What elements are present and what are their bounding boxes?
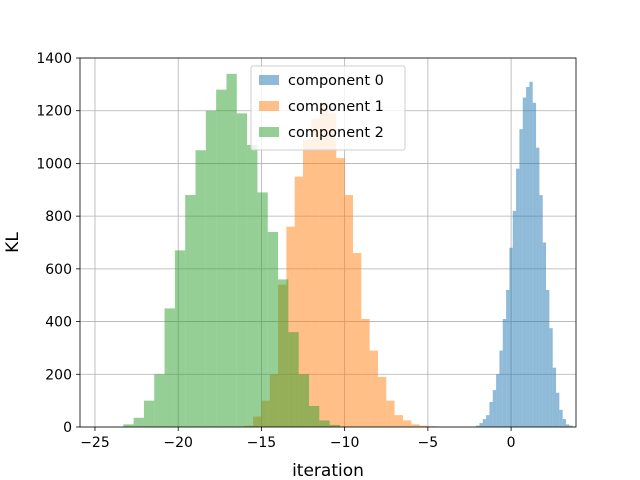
histogram-bar [216, 89, 227, 427]
histogram-bar [247, 144, 258, 427]
legend-label: component 2 [288, 125, 384, 141]
series-0-bars [476, 81, 573, 428]
histogram-bar [195, 150, 206, 427]
histogram-bar [402, 420, 412, 427]
histogram-bar [549, 328, 553, 427]
histogram-bar [522, 97, 527, 428]
x-tick-label: −20 [163, 435, 193, 451]
y-tick-label: 0 [63, 420, 72, 436]
histogram-bar [519, 129, 523, 427]
histogram-bar [476, 425, 480, 427]
histogram-bar [205, 110, 217, 427]
histogram-bar [559, 409, 563, 427]
histogram-bar [226, 73, 237, 428]
histogram-bar [509, 247, 513, 427]
histogram-bar [502, 318, 507, 427]
histogram-bar [319, 102, 328, 428]
histogram-bar [257, 192, 268, 427]
histogram-bar [328, 113, 337, 427]
x-axis-label: iteration [292, 461, 364, 480]
legend-swatch [259, 75, 279, 85]
histogram-bar [486, 415, 490, 427]
y-tick-label: 1000 [36, 156, 72, 172]
histogram-bar [526, 86, 530, 427]
histogram-bar [489, 401, 493, 427]
histogram-bar [174, 250, 186, 427]
legend-label: component 1 [288, 99, 384, 115]
x-tick-label: −25 [80, 435, 110, 451]
histogram-bars [123, 73, 573, 428]
histogram-bar [411, 424, 420, 427]
histogram-bar [288, 332, 299, 427]
histogram-bar [352, 253, 362, 427]
histogram-bar [303, 139, 312, 427]
histogram-bar [267, 231, 279, 427]
histogram-bar [386, 400, 395, 427]
histogram-bar [185, 195, 196, 427]
series-2-bars [123, 73, 340, 428]
histogram-bar [143, 400, 155, 427]
histogram-bar [566, 424, 570, 427]
histogram-bar [294, 176, 304, 427]
histogram-bar [123, 424, 134, 427]
y-tick-label: 800 [45, 209, 72, 225]
histogram-bar [309, 405, 320, 427]
histogram-bar [164, 308, 175, 427]
histogram-bar [133, 417, 144, 427]
histogram-bar [377, 376, 387, 427]
histogram-bar [546, 289, 550, 427]
histogram-bar [556, 392, 560, 427]
histogram-bar [542, 242, 547, 427]
x-tick-label: −5 [418, 435, 439, 451]
histogram-bar [539, 195, 543, 427]
y-tick-label: 400 [45, 315, 72, 331]
x-tick-label: −10 [330, 435, 360, 451]
histogram-bar [319, 420, 330, 427]
histogram-bar [336, 158, 345, 427]
histogram-bar [369, 350, 378, 427]
histogram-bar [499, 350, 503, 427]
y-tick-label: 1200 [36, 104, 72, 120]
histogram-bar [532, 102, 537, 428]
y-axis-ticks: 0 200 400 600 800 1000 1200 1400 [36, 51, 80, 436]
histogram-bar [311, 118, 320, 427]
histogram-bar [329, 424, 340, 427]
histogram-bar [298, 374, 310, 427]
histogram-bar [492, 390, 497, 427]
y-tick-label: 1400 [36, 51, 72, 67]
x-tick-label: −15 [247, 435, 277, 451]
x-axis-ticks: −25 −20 −15 −10 −5 0 [80, 427, 516, 451]
histogram-bar [154, 374, 165, 427]
histogram-bar [552, 367, 557, 427]
plot-frame [79, 57, 577, 428]
histogram-bar [516, 168, 520, 427]
histogram-bar [506, 289, 510, 427]
histogram-bar [496, 374, 500, 427]
histogram-bar [569, 425, 573, 427]
histogram-bar [394, 415, 403, 427]
legend: component 0 component 1 component 2 [250, 65, 406, 151]
histogram-bar [512, 210, 517, 427]
y-tick-label: 600 [45, 262, 72, 278]
y-axis-label: KL [3, 232, 23, 253]
histogram-bar [286, 226, 295, 427]
histogram-bar [419, 425, 428, 427]
legend-swatch [259, 127, 279, 137]
histogram-bar [361, 318, 370, 427]
histogram-bar [529, 81, 533, 427]
y-tick-label: 200 [45, 367, 72, 383]
legend-label: component 0 [288, 73, 384, 89]
legend-swatch [259, 101, 279, 111]
x-tick-label: 0 [507, 435, 516, 451]
histogram-bar [562, 419, 567, 427]
histogram-bar [536, 147, 540, 427]
histogram-bar [278, 279, 289, 427]
histogram-bar [482, 419, 487, 427]
histogram-bar [236, 113, 248, 427]
histogram-bar [344, 195, 353, 427]
legend-box [250, 65, 406, 151]
histogram-bar [479, 423, 483, 427]
